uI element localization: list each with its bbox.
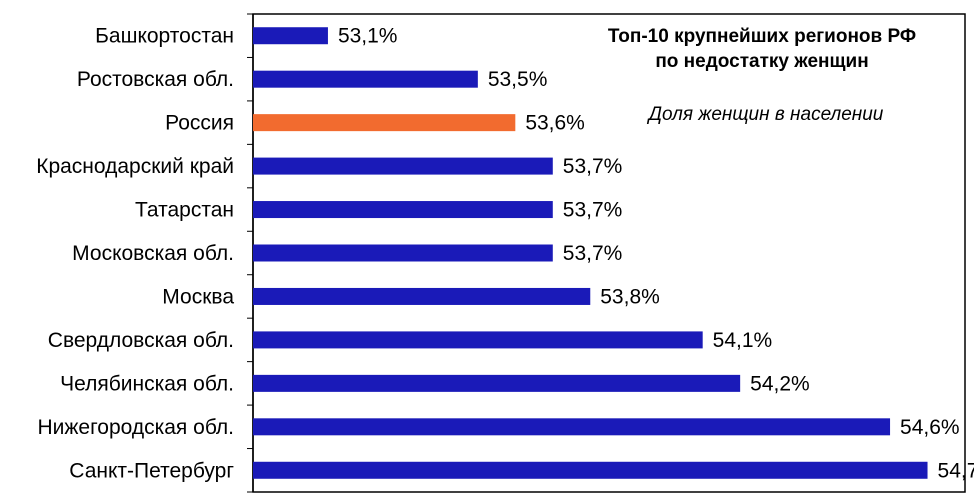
bar-санкт-петербург	[253, 461, 928, 479]
bar-россия	[253, 114, 516, 132]
bar-ростовская-обл	[253, 70, 478, 88]
value-label-ростовская-обл: 53,5%	[488, 68, 548, 91]
bar-нижегородская-обл	[253, 418, 891, 436]
category-label-свердловская-обл: Свердловская обл.	[48, 329, 234, 352]
category-labels-group: Башкортостан Ростовская обл. Россия Краснод…	[36, 25, 234, 483]
category-label-санкт-петербург: Санкт-Петербург	[69, 459, 234, 482]
category-label-нижегородская-обл: Нижегородская обл.	[37, 416, 234, 439]
bar-башкортостан	[253, 27, 328, 45]
value-labels-group: 53,1% 53,5% 53,6% 53,7% 53,7% 53,7% 53,8% 54,1%…	[338, 25, 974, 483]
chart-subtitle: Доля женщин в населении	[647, 104, 884, 125]
category-label-россия: Россия	[165, 112, 234, 135]
chart-title-line-2: по недостатку женщин	[655, 51, 868, 72]
value-label-санкт-петербург: 54,7%	[938, 459, 974, 482]
category-label-челябинская-обл: Челябинская обл.	[60, 372, 234, 395]
value-label-краснодарский-край: 53,7%	[563, 155, 623, 178]
value-label-московская-обл: 53,7%	[563, 242, 623, 265]
chart-title-line-1: Топ-10 крупнейших регионов РФ	[608, 26, 916, 47]
value-label-россия: 53,6%	[525, 112, 585, 135]
bar-москва	[253, 287, 591, 305]
value-label-свердловская-обл: 54,1%	[713, 329, 773, 352]
category-label-ростовская-обл: Ростовская обл.	[77, 68, 234, 91]
bars-group	[253, 27, 928, 479]
value-label-татарстан: 53,7%	[563, 199, 623, 222]
value-label-башкортостан: 53,1%	[338, 25, 398, 48]
category-ticks-group	[247, 13, 253, 493]
category-label-башкортостан: Башкортостан	[95, 25, 234, 48]
bar-свердловская-обл	[253, 331, 703, 349]
bar-краснодарский-край	[253, 157, 553, 175]
category-label-московская-обл: Московская обл.	[72, 242, 234, 265]
value-label-челябинская-обл: 54,2%	[750, 372, 810, 395]
bar-челябинская-обл	[253, 374, 741, 392]
category-label-краснодарский-край: Краснодарский край	[36, 155, 234, 178]
bar-московская-обл	[253, 244, 553, 262]
category-label-татарстан: Татарстан	[135, 199, 234, 222]
value-label-москва: 53,8%	[600, 285, 660, 308]
category-label-москва: Москва	[162, 285, 234, 308]
value-label-нижегородская-обл: 54,6%	[900, 416, 960, 439]
bar-татарстан	[253, 201, 553, 219]
